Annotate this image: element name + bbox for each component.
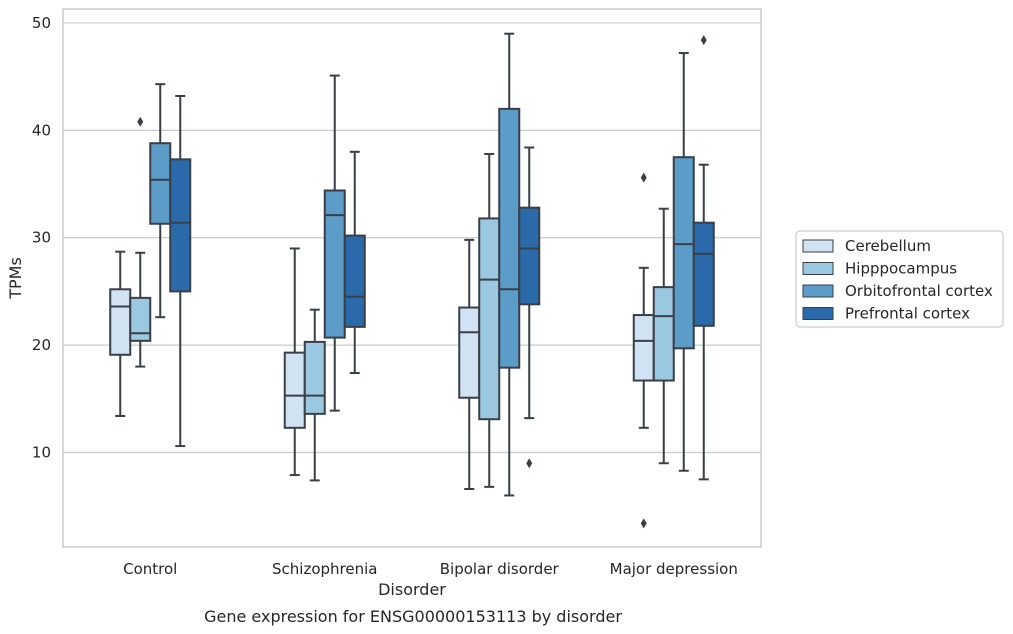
box-iqr bbox=[283, 351, 306, 429]
x-tick-label: Control bbox=[123, 560, 177, 578]
box-iqr bbox=[343, 234, 366, 328]
x-tick-labels: Control Schizophrenia Bipolar disorder Majo… bbox=[123, 560, 738, 578]
box-element bbox=[109, 250, 132, 417]
plot-area-frame bbox=[62, 8, 762, 548]
box-iqr bbox=[149, 142, 172, 225]
box-element bbox=[283, 247, 306, 477]
outlier-point bbox=[700, 35, 707, 46]
x-axis-label: Disorder bbox=[378, 580, 446, 599]
legend-label: Cerebellum bbox=[845, 237, 931, 255]
box-iqr bbox=[303, 340, 326, 415]
legend-frame bbox=[795, 230, 1004, 328]
box-iqr bbox=[652, 286, 675, 382]
box-iqr bbox=[518, 206, 541, 306]
y-tick-label: 30 bbox=[32, 229, 51, 247]
series-prefrontal-cortex bbox=[169, 35, 715, 481]
y-tick-label: 10 bbox=[32, 444, 51, 462]
legend-item: Hipppocampus bbox=[802, 260, 957, 278]
series-hipppocampus bbox=[129, 116, 675, 488]
y-tick-labels: 10 20 30 40 50 bbox=[32, 14, 51, 462]
legend-item: Prefrontal cortex bbox=[802, 305, 970, 323]
box-element bbox=[518, 146, 541, 469]
box-element bbox=[323, 74, 346, 412]
legend-swatch bbox=[802, 307, 834, 320]
box-iqr bbox=[632, 314, 655, 382]
box-element bbox=[498, 32, 521, 497]
legend-label: Orbitofrontal cortex bbox=[845, 282, 993, 300]
legend: Cerebellum Hipppocampus Orbitofrontal cort… bbox=[795, 230, 1004, 328]
y-tick-label: 40 bbox=[32, 121, 51, 139]
box-iqr bbox=[109, 288, 132, 356]
outlier-point bbox=[526, 458, 533, 469]
box-iqr bbox=[478, 217, 501, 421]
box-iqr bbox=[458, 306, 481, 399]
x-tick-label: Bipolar disorder bbox=[440, 560, 560, 578]
box-iqr bbox=[692, 221, 715, 327]
x-tick-label: Major depression bbox=[610, 560, 738, 578]
legend-swatch bbox=[802, 284, 834, 298]
outlier-point bbox=[137, 116, 144, 127]
box-iqr bbox=[672, 156, 695, 350]
grid-lines bbox=[63, 22, 761, 454]
legend-label: Hipppocampus bbox=[845, 260, 957, 278]
outlier-point bbox=[640, 172, 647, 183]
box-iqr bbox=[498, 107, 521, 369]
box-element bbox=[632, 172, 655, 529]
box-iqr bbox=[169, 158, 192, 293]
box-element bbox=[303, 308, 326, 482]
x-tick-label: Schizophrenia bbox=[272, 560, 377, 578]
y-tick-label: 20 bbox=[32, 336, 51, 354]
legend-item: Cerebellum bbox=[802, 237, 931, 255]
box-element bbox=[149, 83, 172, 319]
chart-caption: Gene expression for ENSG00000153113 by d… bbox=[204, 607, 622, 626]
legend-swatch bbox=[802, 239, 834, 253]
box-element bbox=[692, 35, 715, 481]
legend-label: Prefrontal cortex bbox=[845, 305, 970, 323]
box-element bbox=[652, 207, 675, 465]
box-iqr bbox=[323, 189, 346, 339]
box-element bbox=[672, 52, 695, 472]
box-iqr bbox=[129, 296, 152, 342]
box-element bbox=[169, 94, 192, 448]
box-series-group bbox=[109, 32, 715, 529]
box-element bbox=[478, 152, 501, 488]
outlier-point bbox=[640, 518, 647, 529]
series-cerebellum bbox=[109, 172, 655, 529]
series-orbitofrontal-cortex bbox=[149, 32, 695, 497]
y-tick-label: 50 bbox=[32, 14, 51, 32]
y-axis-label: TPMs bbox=[6, 257, 25, 300]
box-element bbox=[129, 116, 152, 368]
box-element bbox=[343, 150, 366, 375]
legend-swatch bbox=[802, 262, 834, 275]
box-element bbox=[458, 238, 481, 491]
legend-item: Orbitofrontal cortex bbox=[802, 282, 993, 300]
